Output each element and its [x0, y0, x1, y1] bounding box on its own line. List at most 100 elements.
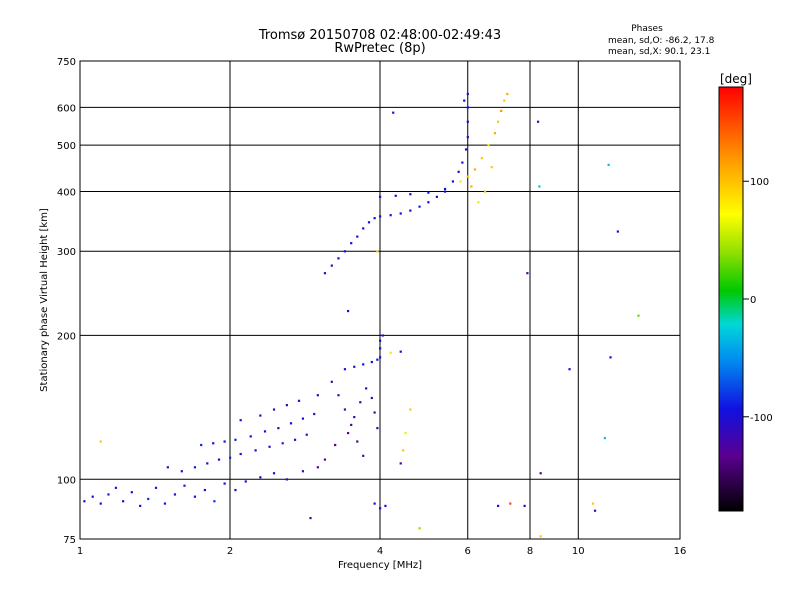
data-point [389, 351, 392, 354]
data-point [480, 157, 483, 160]
x-tick-label: 10 [572, 546, 585, 557]
data-point [285, 478, 288, 481]
data-point [466, 106, 469, 109]
data-point [365, 387, 368, 390]
data-point [399, 212, 402, 215]
data-point [568, 368, 571, 371]
data-point [239, 452, 242, 456]
data-point [509, 502, 512, 505]
data-point [259, 414, 262, 417]
data-point [147, 497, 150, 501]
colorbar-label: [deg] [720, 72, 752, 86]
data-point [180, 470, 183, 473]
data-point [350, 242, 353, 245]
data-point [373, 502, 376, 505]
data-point [526, 272, 529, 275]
data-point [301, 470, 305, 473]
data-point [234, 488, 237, 492]
data-point [367, 221, 371, 224]
colorbar-tick-label: 0 [750, 295, 756, 306]
data-point [356, 440, 359, 443]
data-point [539, 472, 542, 475]
data-point [376, 427, 379, 430]
data-point [362, 454, 365, 457]
data-point [99, 502, 102, 505]
data-point [443, 187, 447, 191]
data-point [384, 504, 387, 508]
data-point [379, 195, 382, 198]
data-point [490, 166, 493, 169]
data-point [323, 272, 327, 275]
data-point [379, 507, 382, 510]
data-point [91, 495, 94, 498]
data-point [330, 264, 333, 267]
data-point [379, 215, 382, 218]
data-point [493, 132, 497, 135]
data-point [229, 456, 232, 459]
data-point [607, 163, 610, 166]
data-point [399, 462, 402, 465]
data-point [466, 175, 469, 178]
data-point [443, 190, 447, 193]
data-point [362, 227, 365, 230]
data-point [459, 180, 462, 183]
data-point [309, 516, 312, 520]
x-tick-label: 4 [377, 546, 383, 557]
data-point [464, 148, 468, 151]
data-points [83, 92, 640, 538]
data-point [334, 443, 337, 447]
data-point [203, 488, 206, 492]
data-point [477, 201, 480, 204]
data-point [427, 191, 430, 194]
data-point [234, 438, 237, 441]
data-point [538, 185, 541, 188]
colorbar-tick-label: 100 [750, 177, 769, 188]
data-point [461, 161, 464, 164]
data-point [392, 111, 395, 114]
data-point [289, 422, 293, 425]
data-point [122, 500, 125, 503]
phase-stats-o: mean, sd,O: -86.2, 17.8 [608, 36, 715, 46]
data-point [473, 168, 477, 171]
data-point [244, 480, 247, 483]
data-point [394, 194, 397, 197]
x-tick-label: 8 [527, 546, 533, 557]
y-tick-label: 400 [57, 187, 76, 198]
data-point [470, 185, 473, 188]
data-point [503, 99, 506, 102]
data-point [418, 527, 421, 530]
data-point [484, 190, 487, 193]
data-point [337, 394, 340, 397]
y-tick-label: 100 [57, 475, 76, 486]
data-point [263, 430, 267, 433]
data-point [593, 509, 597, 512]
data-point [183, 484, 186, 487]
data-point [281, 442, 284, 445]
data-point [323, 458, 327, 461]
data-point [139, 504, 142, 508]
data-point [217, 458, 221, 461]
data-point [451, 180, 455, 183]
data-point [389, 214, 392, 217]
data-point [272, 408, 276, 411]
data-point [466, 136, 469, 139]
data-point [356, 235, 359, 238]
data-point [272, 472, 276, 475]
data-point [330, 380, 333, 383]
chart-subtitle: RwPretec (8p) [334, 41, 425, 56]
phase-stats-x: mean, sd,X: 90.1, 23.1 [608, 47, 710, 57]
data-point [259, 476, 262, 479]
data-point [239, 419, 242, 422]
data-point [373, 217, 376, 220]
data-point [539, 535, 542, 538]
data-point [297, 399, 301, 402]
data-point [496, 120, 500, 123]
data-point [409, 408, 412, 411]
data-point [206, 462, 209, 465]
data-point [536, 120, 540, 123]
data-point [350, 423, 353, 427]
data-point [193, 466, 197, 469]
data-point [637, 314, 640, 317]
x-axis-label: Frequency [MHz] [338, 560, 422, 571]
